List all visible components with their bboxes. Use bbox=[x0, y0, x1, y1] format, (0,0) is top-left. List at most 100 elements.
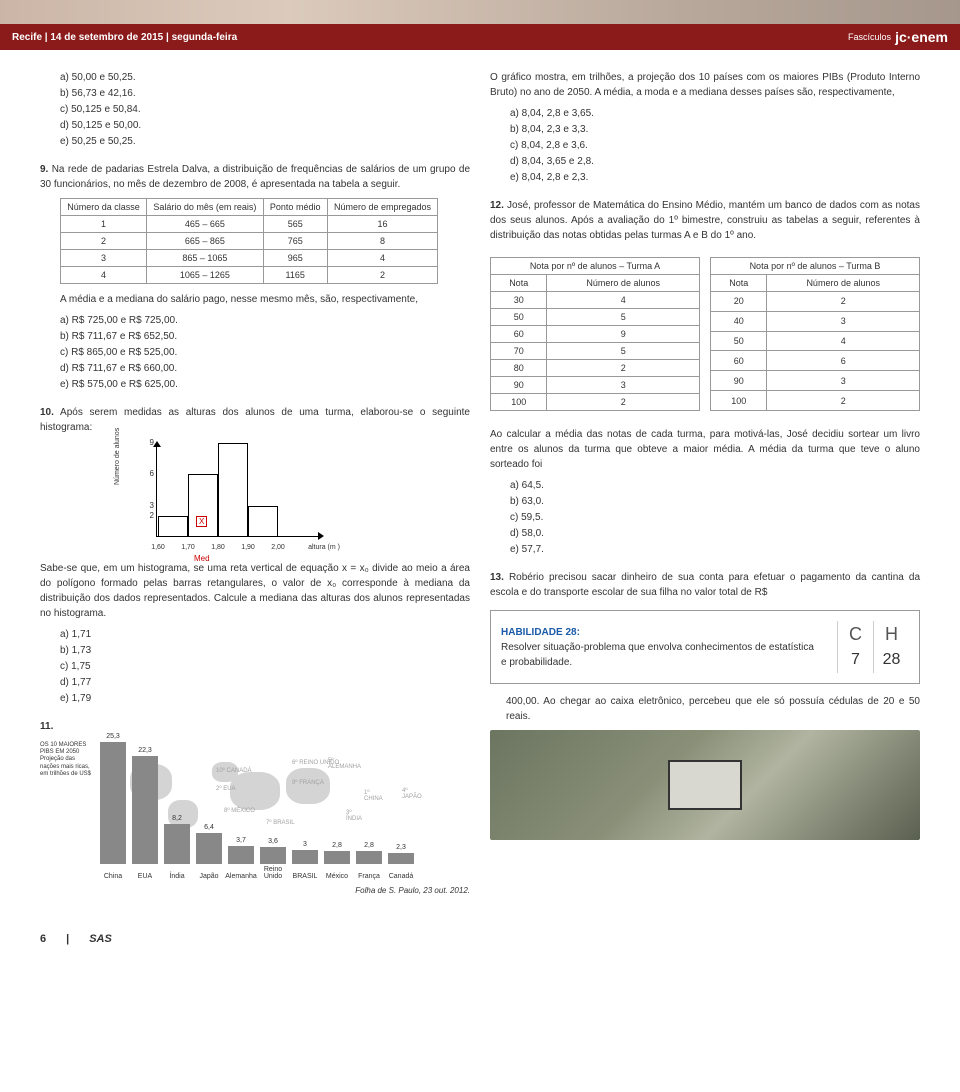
q11-opt-d: d) 8,04, 3,65 e 2,8. bbox=[510, 154, 920, 170]
q12-table-a: Nota por nº de alunos – Turma A Nota Núm… bbox=[490, 257, 700, 411]
q8-options: a) 50,00 e 50,25. b) 56,73 e 42,16. c) 5… bbox=[40, 70, 470, 150]
q8-opt-a: a) 50,00 e 50,25. bbox=[60, 70, 470, 86]
histo-ytick: 6 bbox=[150, 469, 154, 478]
bar-value: 3,7 bbox=[236, 837, 246, 844]
q9-opt-c: c) R$ 865,00 e R$ 525,00. bbox=[60, 345, 470, 361]
bar-value: 2,8 bbox=[364, 842, 374, 849]
q12-opt-a: a) 64,5. bbox=[510, 478, 920, 494]
q10-opt-a: a) 1,71 bbox=[60, 627, 470, 643]
histo-y-axis bbox=[156, 445, 157, 537]
bar-value: 8,2 bbox=[172, 815, 182, 822]
table-cell: 70 bbox=[491, 343, 547, 360]
bar bbox=[100, 742, 126, 864]
map-label: 9º FRANÇA bbox=[292, 780, 324, 786]
histo-x-title: altura (m ) bbox=[308, 544, 340, 551]
top-photo-strip bbox=[0, 0, 960, 24]
q9-opt-a: a) R$ 725,00 e R$ 725,00. bbox=[60, 313, 470, 329]
q9-th-1: Salário do mês (em reais) bbox=[147, 199, 264, 216]
header-logo: Fascículos jc·enem bbox=[848, 29, 948, 45]
q8-opt-b: b) 56,73 e 42,16. bbox=[60, 86, 470, 102]
table-cell: 30 bbox=[491, 292, 547, 309]
bar bbox=[324, 851, 350, 864]
table-cell: 2 bbox=[547, 360, 700, 377]
q12b-title: Nota por nº de alunos – Turma B bbox=[711, 258, 920, 275]
habil-grid: C H 7 28 bbox=[837, 621, 909, 673]
q13-num: 13. bbox=[490, 572, 504, 583]
table-cell: 60 bbox=[711, 351, 767, 371]
table-cell: 5 bbox=[547, 309, 700, 326]
q10-body: Após serem medidas as alturas dos alunos… bbox=[40, 407, 470, 433]
table-cell: 965 bbox=[263, 250, 327, 267]
table-cell: 6 bbox=[767, 351, 920, 371]
q9-num: 9. bbox=[40, 164, 48, 175]
table-cell: 4 bbox=[547, 292, 700, 309]
q11-opt-a: a) 8,04, 2,8 e 3,65. bbox=[510, 106, 920, 122]
table-cell: 50 bbox=[711, 331, 767, 351]
map-label: 1º CHINA bbox=[364, 790, 383, 802]
q9-post: A média e a mediana do salário pago, nes… bbox=[40, 292, 470, 307]
bar bbox=[356, 851, 382, 864]
histogram-bar bbox=[158, 516, 188, 537]
page-footer: 6 | SAS bbox=[0, 925, 960, 961]
q9-table: Número da classe Salário do mês (em reai… bbox=[60, 198, 438, 284]
table-cell: 865 – 1065 bbox=[147, 250, 264, 267]
histogram-bar bbox=[188, 474, 218, 537]
table-cell: 4 bbox=[327, 250, 438, 267]
table-cell: 16 bbox=[327, 216, 438, 233]
bar-label: França bbox=[351, 873, 387, 880]
bar-label: China bbox=[95, 873, 131, 880]
histo-ytick: 3 bbox=[150, 501, 154, 510]
q9-opt-b: b) R$ 711,67 e R$ 652,50. bbox=[60, 329, 470, 345]
map-label: 3º ÍNDIA bbox=[346, 810, 362, 822]
map-label: 2º EUA bbox=[216, 786, 236, 792]
q11-opt-c: c) 8,04, 2,8 e 3,6. bbox=[510, 138, 920, 154]
q9-th-2: Ponto médio bbox=[263, 199, 327, 216]
table-cell: 4 bbox=[61, 267, 147, 284]
histo-xtick: 1,90 bbox=[241, 544, 255, 551]
q8-opt-d: d) 50,125 e 50,00. bbox=[60, 118, 470, 134]
q12a-h0: Nota bbox=[491, 275, 547, 292]
histo-y-title: Número de alunos bbox=[114, 428, 121, 485]
table-cell: 3 bbox=[61, 250, 147, 267]
left-column: a) 50,00 e 50,25. b) 56,73 e 42,16. c) 5… bbox=[40, 70, 470, 905]
q10-post: Sabe-se que, em um histograma, se uma re… bbox=[40, 561, 470, 621]
q12-opt-c: c) 59,5. bbox=[510, 510, 920, 526]
histo-med-label: Med bbox=[194, 554, 210, 563]
histo-y-arrow-icon bbox=[153, 441, 161, 447]
map-blob bbox=[286, 768, 330, 804]
histogram-bar bbox=[248, 506, 278, 537]
bar bbox=[228, 846, 254, 864]
q13-body: Robério precisou sacar dinheiro de sua c… bbox=[490, 572, 920, 598]
table-cell: 2 bbox=[61, 233, 147, 250]
atm-photo bbox=[490, 730, 920, 840]
q9-opt-d: d) R$ 711,67 e R$ 660,00. bbox=[60, 361, 470, 377]
bar-label: EUA bbox=[127, 873, 163, 880]
header-dateline: Recife | 14 de setembro de 2015 | segund… bbox=[12, 32, 237, 43]
bar-value: 2,3 bbox=[396, 844, 406, 851]
table-cell: 2 bbox=[327, 267, 438, 284]
q11-row: 11. bbox=[40, 719, 470, 734]
table-cell: 3 bbox=[547, 377, 700, 394]
q11-continue: O gráfico mostra, em trilhões, a projeçã… bbox=[490, 70, 920, 100]
table-cell: 90 bbox=[711, 371, 767, 391]
table-cell: 9 bbox=[547, 326, 700, 343]
q12-options: a) 64,5. b) 63,0. c) 59,5. d) 58,0. e) 5… bbox=[490, 478, 920, 558]
q9-body: Na rede de padarias Estrela Dalva, a dis… bbox=[40, 164, 470, 190]
habil-body: Resolver situação-problema que envolva c… bbox=[501, 640, 819, 670]
q9-options: a) R$ 725,00 e R$ 725,00. b) R$ 711,67 e… bbox=[40, 313, 470, 393]
bar-label: Reino Unido bbox=[255, 866, 291, 880]
table-cell: 1 bbox=[61, 216, 147, 233]
table-cell: 565 bbox=[263, 216, 327, 233]
habil-h-hdr: H bbox=[873, 621, 909, 647]
bar-label: BRASIL bbox=[287, 873, 323, 880]
logo-main: enem bbox=[911, 29, 948, 45]
histo-xtick: 2,00 bbox=[271, 544, 285, 551]
q12-opt-b: b) 63,0. bbox=[510, 494, 920, 510]
q10-opt-e: e) 1,79 bbox=[60, 691, 470, 707]
page-number: 6 bbox=[40, 933, 46, 945]
table-cell: 3 bbox=[767, 311, 920, 331]
q8-opt-c: c) 50,125 e 50,84. bbox=[60, 102, 470, 118]
histo-xtick: 1,80 bbox=[211, 544, 225, 551]
q12-opt-e: e) 57,7. bbox=[510, 542, 920, 558]
q9-text: 9. Na rede de padarias Estrela Dalva, a … bbox=[40, 162, 470, 192]
